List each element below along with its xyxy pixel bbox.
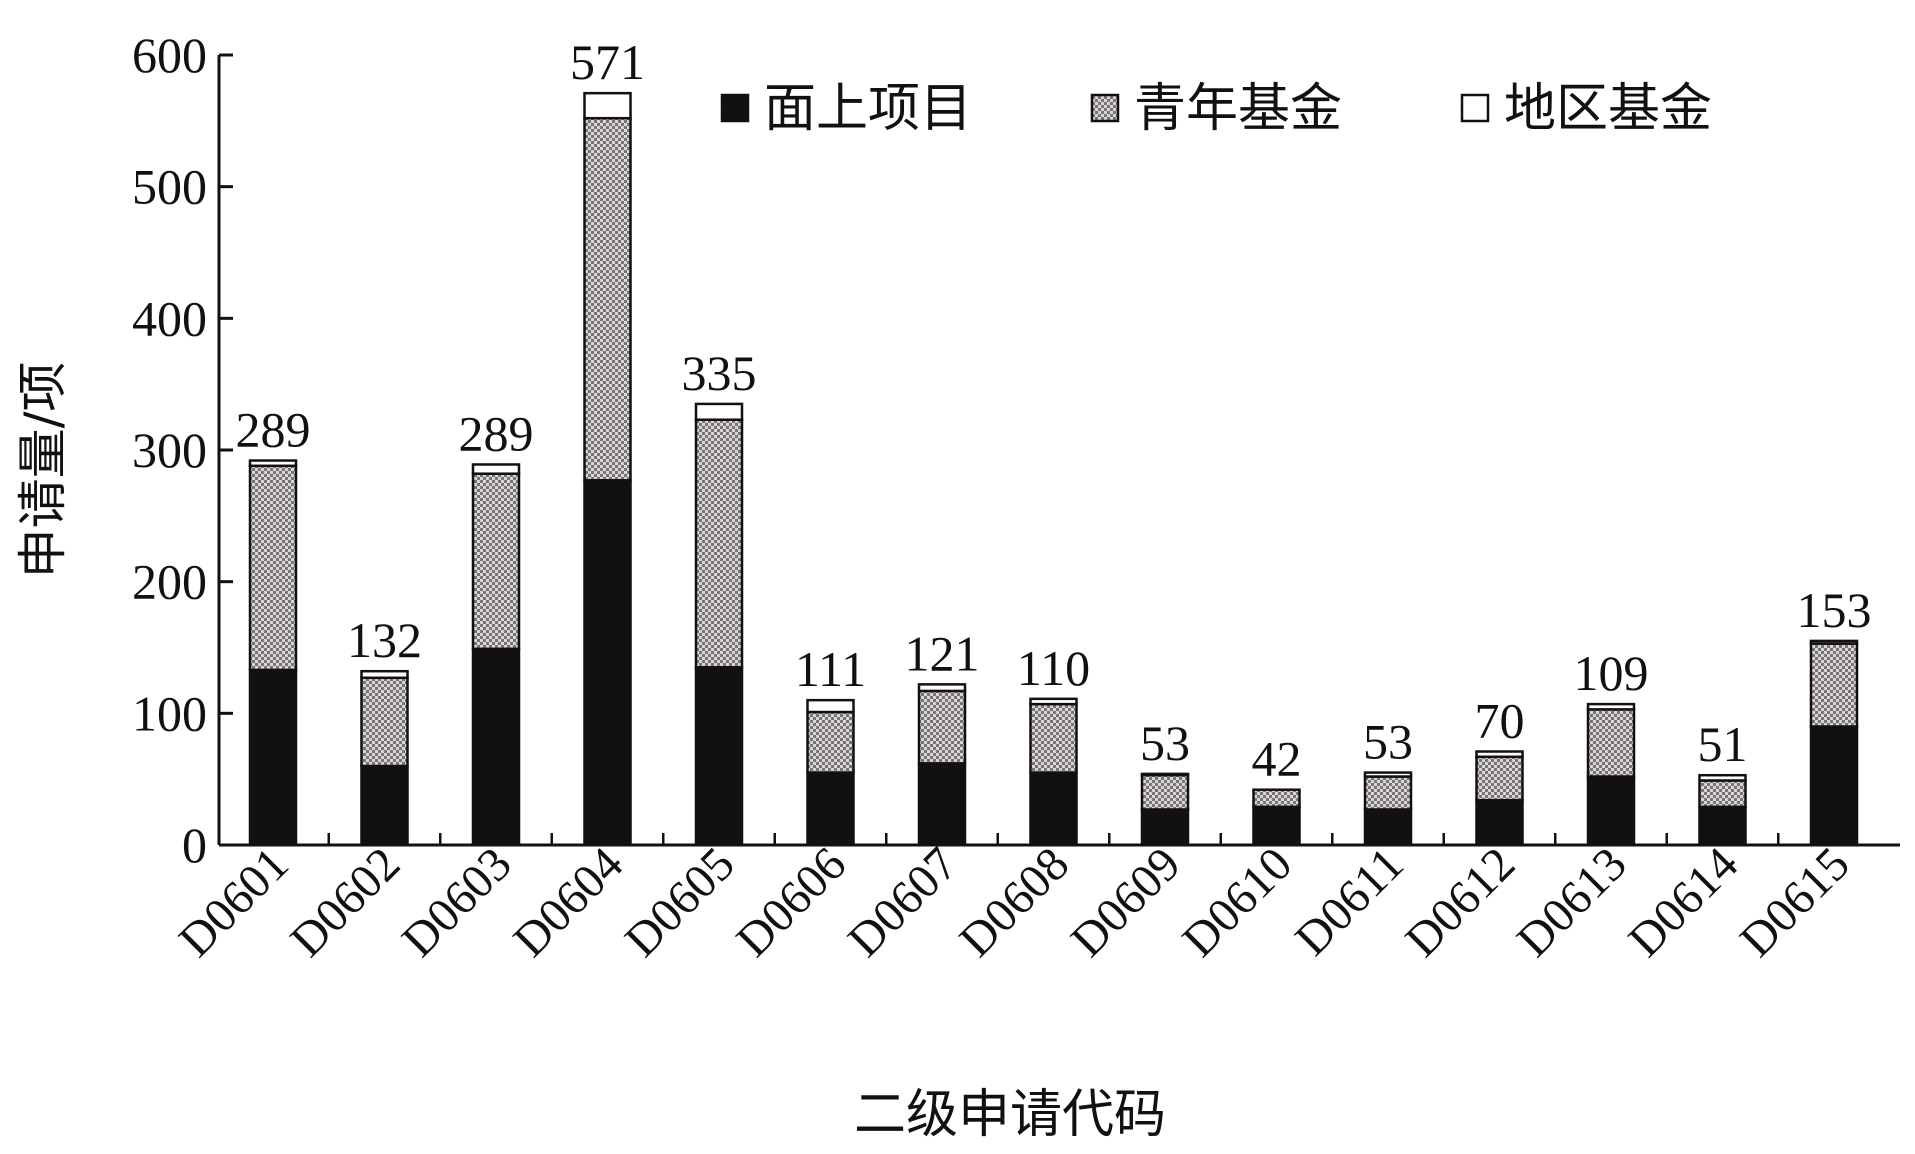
x-axis-label: 二级申请代码 [854, 1085, 1166, 1145]
x-category-label: D0602 [280, 837, 410, 967]
bar-segment-diqu [1029, 697, 1078, 706]
legend-label: 地区基金 [1504, 79, 1712, 139]
bar-total-label: 53 [1140, 715, 1190, 771]
x-category-label: D0613 [1507, 837, 1637, 967]
bar-segment-qingnian [1029, 702, 1078, 774]
bar-segment-mianshang [806, 771, 855, 847]
x-category-label: D0607 [838, 837, 968, 967]
x-category-label: D0614 [1618, 837, 1748, 967]
legend-item-qingnian: 青年基金 [1090, 79, 1342, 139]
y-tick-label: 500 [132, 159, 207, 215]
bar-total-label: 571 [570, 34, 645, 90]
bar-segment-qingnian [583, 116, 632, 482]
bar-segment-diqu [1363, 771, 1413, 778]
y-tick-label: 200 [132, 554, 207, 610]
legend: 面上项目 青年基金 地区基金 [720, 79, 1712, 139]
bar-segment-diqu [694, 402, 744, 421]
x-category-label: D0615 [1730, 837, 1860, 967]
bars [248, 91, 1859, 847]
bar-segment-diqu [1475, 750, 1524, 759]
bar-total-label: 42 [1252, 731, 1302, 787]
x-category-label: D0609 [1061, 837, 1191, 967]
bar-segment-diqu [583, 91, 632, 120]
legend-label: 青年基金 [1134, 79, 1342, 139]
bar-segment-qingnian [1809, 642, 1859, 728]
bar-segment-diqu [1809, 639, 1859, 645]
bar-segment-mianshang [694, 666, 744, 847]
bar-total-label: 132 [347, 612, 422, 668]
x-category-label: D0608 [949, 837, 1079, 967]
bar-segment-qingnian [1363, 775, 1413, 811]
bar-segment-mianshang [1698, 805, 1747, 847]
bar-total-label: 51 [1698, 716, 1748, 772]
bar-segment-qingnian [806, 710, 855, 774]
bar-segment-mianshang [471, 647, 521, 847]
bar-segment-qingnian [1586, 708, 1636, 778]
x-category-label: D0605 [615, 837, 745, 967]
bar-segment-diqu [1140, 772, 1190, 777]
bar-segment-diqu [1698, 773, 1747, 782]
legend-item-diqu: 地区基金 [1460, 79, 1712, 139]
bar-total-label: 70 [1475, 693, 1525, 749]
bar-segment-qingnian [1475, 755, 1524, 802]
bar-segment-diqu [248, 459, 298, 468]
y-axis-label: 申请量/项 [14, 362, 72, 579]
bar-total-label: 109 [1574, 645, 1649, 701]
x-category-label: D0610 [1172, 837, 1302, 967]
bar-segment-diqu [1586, 702, 1636, 711]
bar-segment-mianshang [1029, 771, 1078, 847]
x-category-label: D0611 [1285, 837, 1414, 966]
bar-segment-qingnian [471, 472, 521, 651]
bar-segment-diqu [360, 669, 409, 680]
y-tick-label: 100 [132, 685, 207, 741]
bar-segment-mianshang [1363, 808, 1413, 847]
bar-segment-diqu [806, 698, 855, 714]
bar-total-label: 335 [682, 345, 757, 401]
bar-total-label: 289 [459, 405, 534, 461]
bar-segment-mianshang [360, 764, 409, 847]
bar-total-label: 121 [905, 625, 980, 681]
y-tick-label: 0 [182, 817, 207, 873]
bar-segment-mianshang [583, 479, 632, 847]
x-category-label: D0603 [392, 837, 522, 967]
legend-label: 面上项目 [764, 79, 972, 139]
bar-segment-qingnian [1698, 779, 1747, 809]
bar-total-label: 110 [1017, 640, 1090, 696]
bar-segment-qingnian [917, 689, 967, 765]
y-tick-label: 600 [132, 27, 207, 83]
x-category-label: D0612 [1395, 837, 1525, 967]
y-tick-label: 400 [132, 290, 207, 346]
bar-total-label: 153 [1797, 582, 1872, 638]
bar-segment-qingnian [1252, 788, 1301, 809]
legend-swatch [1460, 93, 1490, 123]
bar-segment-mianshang [1586, 775, 1636, 847]
bar-segment-mianshang [1140, 808, 1190, 847]
bar-segment-diqu [917, 683, 967, 693]
legend-item-mianshang: 面上项目 [720, 79, 972, 139]
bar-segment-mianshang [248, 668, 298, 847]
bar-total-label: 111 [795, 641, 866, 697]
legend-swatch [720, 93, 750, 123]
bar-segment-qingnian [360, 676, 409, 768]
bar-segment-qingnian [248, 464, 298, 672]
x-category-label: D0606 [726, 837, 856, 967]
bar-segment-diqu [471, 463, 521, 475]
x-category-label: D0604 [503, 837, 633, 967]
legend-swatch [1090, 93, 1120, 123]
bar-total-label: 289 [236, 402, 311, 458]
bar-segment-qingnian [1140, 773, 1190, 811]
bar-segment-mianshang [917, 762, 967, 847]
bar-segment-mianshang [1252, 805, 1301, 847]
bar-segment-qingnian [694, 418, 744, 669]
bar-total-label: 53 [1363, 714, 1413, 770]
bar-segment-mianshang [1809, 725, 1859, 847]
y-tick-label: 300 [132, 422, 207, 478]
bar-segment-mianshang [1475, 798, 1524, 847]
